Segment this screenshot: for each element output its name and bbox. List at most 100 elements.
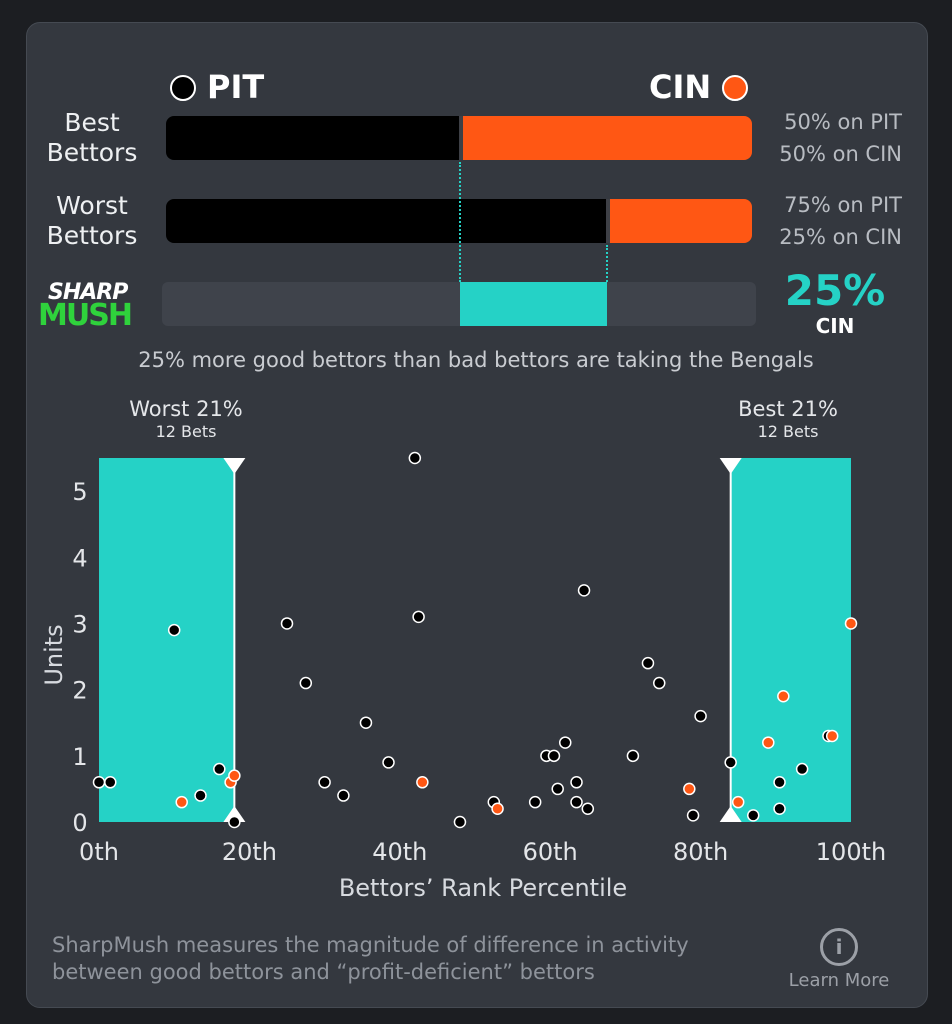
footer-line1: SharpMush measures the magnitude of diff… <box>52 933 689 957</box>
sharpmush-guide-line-right <box>605 245 608 282</box>
data-point-pit <box>359 716 373 729</box>
data-point-cin <box>175 795 188 809</box>
data-point-pit <box>337 789 350 802</box>
data-point-cin <box>228 769 241 782</box>
worst-pit-percent: 75% on PIT <box>784 193 902 217</box>
data-point-pit <box>104 776 117 789</box>
data-point-pit <box>412 610 425 624</box>
data-point-pit <box>773 776 786 789</box>
data-point-pit <box>570 776 583 789</box>
sharpmush-team: CIN <box>815 314 855 338</box>
worst-cin-percent: 25% on CIN <box>779 225 902 249</box>
data-point-pit <box>795 762 809 776</box>
info-icon: i <box>820 928 858 966</box>
sharpmush-caption: 25% more good bettors than bad bettors a… <box>138 348 814 372</box>
y-axis-label: Units <box>40 624 68 685</box>
best-bettors-bar <box>166 116 752 160</box>
data-point-pit <box>228 815 241 829</box>
best-label-line2: Bettors <box>46 138 138 167</box>
data-point-pit <box>194 789 207 802</box>
y-tick-label: 2 <box>72 677 87 705</box>
pit-dot-icon <box>170 75 196 101</box>
data-point-pit <box>408 451 422 465</box>
worst-range-bets: 12 Bets <box>155 422 217 441</box>
data-point-pit <box>382 756 395 769</box>
sharpmush-guide-line-left <box>459 162 461 282</box>
data-point-pit <box>299 676 313 690</box>
worst-label-line2: Bettors <box>46 221 138 250</box>
data-point-pit <box>92 776 106 789</box>
sharpmush-difference-segment <box>460 282 607 326</box>
y-tick-label: 0 <box>72 809 87 837</box>
logo-sharp-text: SHARP <box>48 280 128 305</box>
y-tick-label: 3 <box>72 610 87 638</box>
rank-scatter-chart: 0th 20th 40th 60th 80th 100th 0 1 2 3 4 5 Bettors’ … <box>40 451 886 902</box>
learn-more-button[interactable]: i Learn More <box>776 928 902 998</box>
range-handle-bottom-icon <box>223 806 246 822</box>
data-point-cin <box>825 729 839 743</box>
data-point-pit <box>318 776 331 789</box>
data-point-pit <box>167 623 181 637</box>
data-point-cin <box>777 690 790 703</box>
x-axis-label: Bettors’ Rank Percentile <box>339 874 627 902</box>
x-tick-label: 0th <box>79 838 119 866</box>
team-left-name: PIT <box>207 68 265 106</box>
x-tick-label: 40th <box>372 838 427 866</box>
worst-pit-segment <box>166 199 606 243</box>
data-point-cin <box>491 802 504 816</box>
best-label-line1: Best <box>64 108 120 137</box>
footer-description: SharpMush measures the magnitude of diff… <box>52 932 772 986</box>
best-cin-segment <box>459 116 752 160</box>
range-handle-top-icon <box>719 458 742 474</box>
data-point-pit <box>528 795 542 809</box>
highlight-region <box>730 458 851 822</box>
y-tick-label: 4 <box>72 544 87 572</box>
data-point-cin <box>416 776 429 789</box>
data-point-pit <box>626 749 640 763</box>
best-bettors-label: Best Bettors <box>40 108 144 168</box>
x-tick-label: 80th <box>673 838 728 866</box>
x-tick-label: 100th <box>816 838 886 866</box>
best-range-bets: 12 Bets <box>757 422 819 441</box>
sharpmush-track <box>162 282 756 326</box>
sharpmush-value: 25% <box>784 266 886 315</box>
data-point-pit <box>453 815 467 829</box>
data-point-pit <box>641 656 655 670</box>
data-point-cin <box>731 795 745 809</box>
data-point-pit <box>686 809 700 822</box>
team-right-name: CIN <box>649 68 712 106</box>
best-bettors-percent: 50% on PIT 50% on CIN <box>700 106 902 170</box>
worst-range-title: Worst 21% <box>129 397 243 421</box>
data-point-pit <box>652 676 666 690</box>
data-point-cin <box>844 617 858 630</box>
worst-range-header: Worst 21% 12 Bets <box>96 396 276 441</box>
best-pit-percent: 50% on PIT <box>784 110 902 134</box>
worst-bettors-percent: 75% on PIT 25% on CIN <box>700 189 902 253</box>
logo-mush-text: MUSH <box>38 298 133 333</box>
worst-bettors-bar <box>166 199 752 243</box>
footer-line2: between good bettors and “profit-deficie… <box>52 960 595 984</box>
data-point-pit <box>581 802 595 816</box>
y-tick-label: 5 <box>72 478 87 506</box>
best-pit-segment <box>166 116 459 160</box>
best-range-header: Best 21% 12 Bets <box>698 396 878 441</box>
y-tick-label: 1 <box>72 743 87 771</box>
worst-cin-segment <box>605 199 752 243</box>
highlight-region <box>99 458 235 822</box>
data-point-pit <box>570 795 583 809</box>
data-point-cin <box>683 782 696 796</box>
x-tick-label: 60th <box>523 838 578 866</box>
data-point-pit <box>773 802 786 816</box>
best-range-title: Best 21% <box>738 397 838 421</box>
data-point-pit <box>558 736 572 749</box>
data-point-pit <box>746 809 760 822</box>
data-point-pit <box>724 756 737 769</box>
range-handle-bottom-icon <box>719 806 742 822</box>
worst-label-line1: Worst <box>56 191 128 220</box>
data-point-pit <box>547 749 561 763</box>
data-point-pit <box>694 709 707 723</box>
x-tick-label: 20th <box>222 838 277 866</box>
data-point-cin <box>762 736 775 749</box>
range-handle-top-icon <box>223 458 246 474</box>
cin-dot-icon <box>722 75 748 101</box>
